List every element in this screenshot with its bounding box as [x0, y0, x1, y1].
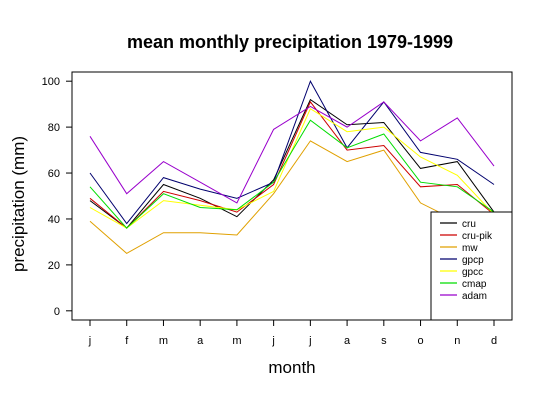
x-tick-label: f [125, 335, 129, 347]
x-axis-label: month [268, 358, 315, 377]
y-tick-label: 40 [48, 214, 60, 226]
x-tick-label: a [197, 335, 204, 347]
x-tick-label: d [491, 335, 497, 347]
y-tick-label: 20 [48, 260, 60, 272]
series-line-cru [89, 98, 495, 229]
y-axis-label: precipitation (mm) [9, 136, 28, 272]
y-tick-label: 60 [48, 168, 60, 180]
legend-label: cru [462, 219, 476, 230]
legend-label: gpcc [462, 267, 483, 278]
y-axis: 0 20 40 60 80 100 [42, 76, 72, 318]
legend-label: adam [462, 291, 487, 302]
series-line-cru-pik [89, 100, 495, 229]
x-tick-label: m [159, 335, 168, 347]
x-tick-label: n [454, 335, 460, 347]
x-tick-label: m [232, 335, 241, 347]
y-tick-label: 0 [54, 306, 60, 318]
x-tick-label: a [344, 335, 351, 347]
x-tick-label: o [417, 335, 423, 347]
series-line-gpcc [89, 107, 495, 229]
x-tick-label: s [381, 335, 387, 347]
series-layer [89, 79, 495, 255]
series-line-cmap [89, 119, 495, 229]
legend-label: gpcp [462, 255, 484, 266]
legend-label: cmap [462, 279, 487, 290]
legend-label: mw [462, 243, 478, 254]
y-tick-label: 100 [42, 76, 60, 88]
x-tick-label: j [88, 335, 91, 347]
series-line-gpcp [89, 79, 495, 225]
y-tick-label: 80 [48, 122, 60, 134]
x-tick-label: j [271, 335, 274, 347]
x-tick-label: j [308, 335, 311, 347]
series-line-adam [89, 101, 495, 204]
chart-title: mean monthly precipitation 1979-1999 [127, 32, 453, 52]
legend-box [430, 211, 513, 321]
legend-label: cru-pik [462, 231, 493, 242]
series-line-mw [89, 140, 495, 255]
plot-frame [71, 71, 513, 321]
